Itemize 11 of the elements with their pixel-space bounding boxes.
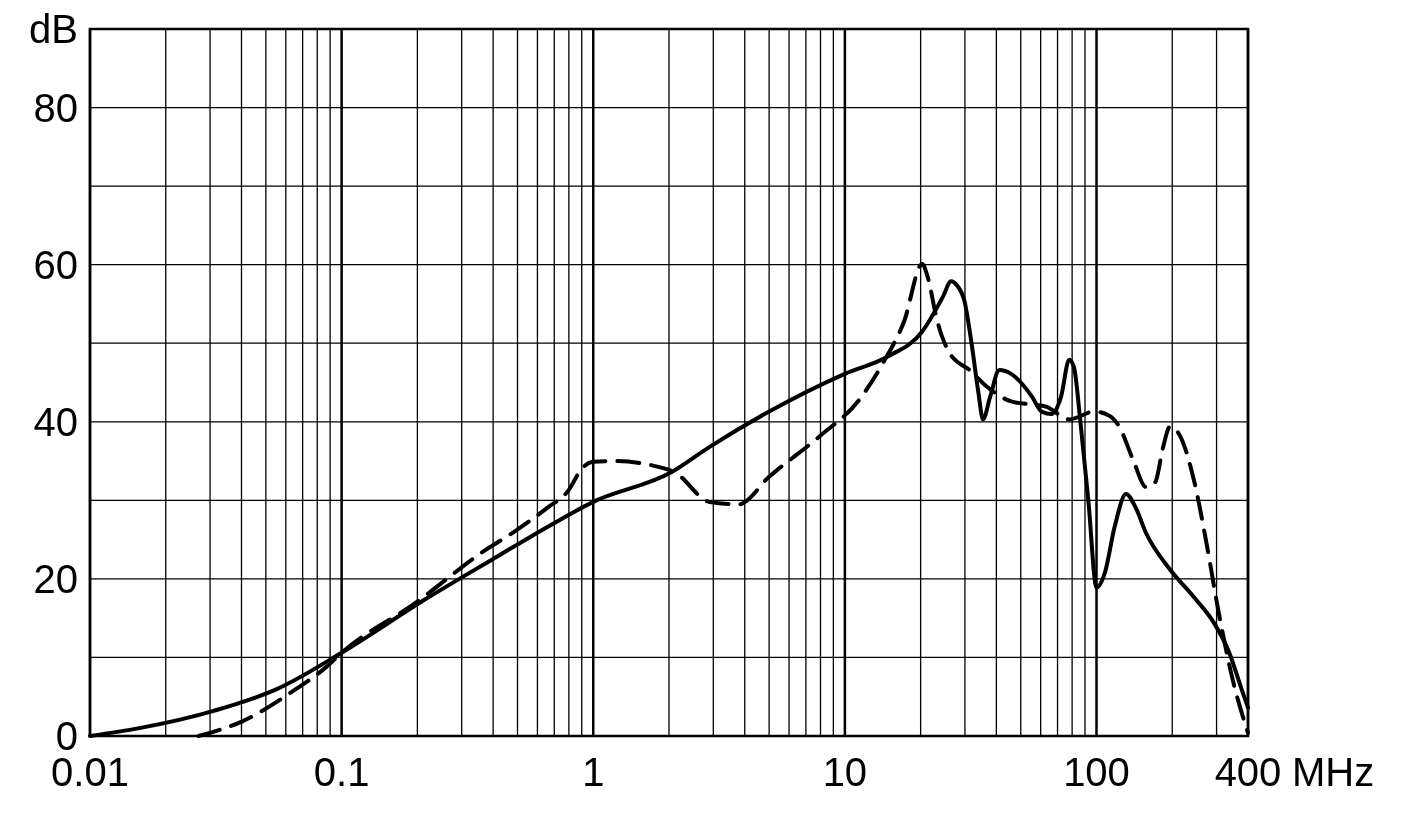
x-axis-title: MHz: [1292, 750, 1375, 794]
x-tick-label: 100: [1063, 750, 1130, 794]
y-tick-label: 40: [33, 399, 78, 444]
x-tick-label: 0.1: [313, 750, 370, 794]
x-tick-label: 1: [582, 750, 605, 794]
x-tick-label: 400: [1214, 750, 1282, 794]
y-axis-title: dB: [29, 7, 78, 51]
y-tick-label: 80: [33, 85, 78, 130]
y-tick-label: 20: [33, 556, 78, 601]
x-tick-label: 10: [822, 750, 868, 794]
y-tick-label: 60: [33, 242, 78, 287]
